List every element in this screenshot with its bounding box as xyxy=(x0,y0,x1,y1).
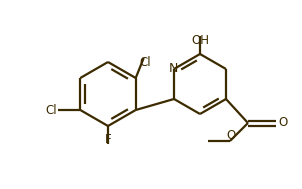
Text: N: N xyxy=(168,61,178,74)
Text: Cl: Cl xyxy=(139,56,150,69)
Text: OH: OH xyxy=(191,34,209,47)
Text: Cl: Cl xyxy=(46,104,57,116)
Text: O: O xyxy=(226,129,236,142)
Text: O: O xyxy=(278,116,287,129)
Text: F: F xyxy=(105,133,111,146)
